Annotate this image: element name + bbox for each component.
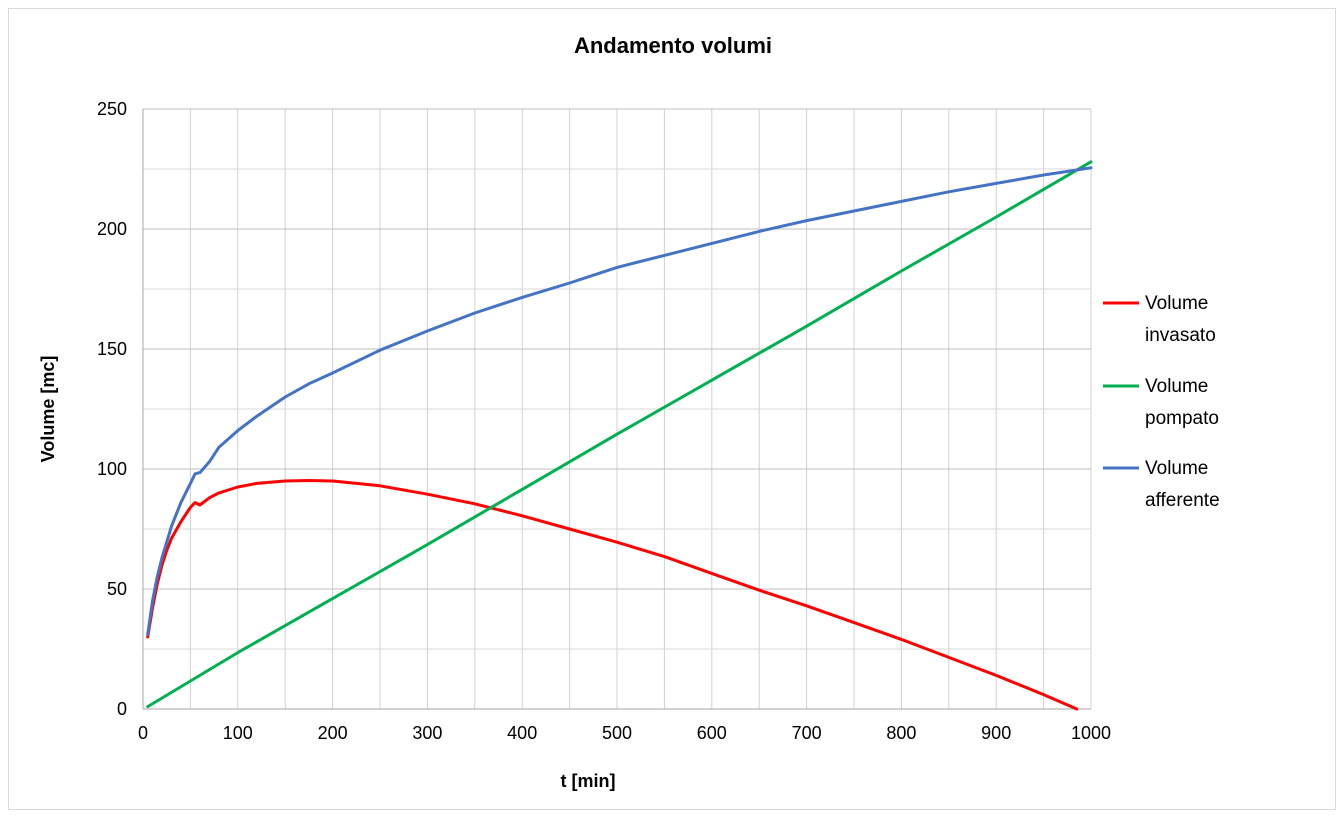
- tick-labels: 0 100 200 300 400 500 600 700 800 900 1000 0 50 100 15…: [97, 99, 1111, 743]
- series-line-volume-afferente: [146, 166, 1093, 637]
- chart-frame: Andamento volumi 0 100 200 300 400 500 600 700 8…: [8, 8, 1336, 810]
- x-axis-label: t [min]: [561, 771, 616, 791]
- y-tick-label: 50: [107, 579, 127, 599]
- legend-label: pompato: [1145, 408, 1219, 429]
- series-line-volume-pompato: [146, 160, 1093, 709]
- legend-label: Volume: [1145, 293, 1208, 314]
- x-tick-label: 0: [138, 723, 148, 743]
- series-line-volume-invasato: [146, 479, 1079, 711]
- x-tick-label: 100: [223, 723, 253, 743]
- line-chart: Andamento volumi 0 100 200 300 400 500 600 700 8…: [38, 33, 1220, 791]
- x-tick-label: 500: [602, 723, 632, 743]
- legend: Volume invasato Volume pompato Volume afferen…: [1103, 293, 1220, 511]
- x-tick-label: 700: [792, 723, 822, 743]
- x-tick-label: 400: [507, 723, 537, 743]
- x-tick-label: 300: [412, 723, 442, 743]
- y-tick-label: 0: [117, 699, 127, 719]
- y-tick-label: 200: [97, 219, 127, 239]
- y-tick-label: 150: [97, 339, 127, 359]
- x-tick-label: 800: [886, 723, 916, 743]
- series-group: [146, 160, 1093, 711]
- y-tick-label: 100: [97, 459, 127, 479]
- legend-label: afferente: [1145, 490, 1220, 511]
- legend-label: Volume: [1145, 376, 1208, 397]
- x-tick-label: 200: [318, 723, 348, 743]
- legend-label: invasato: [1145, 325, 1216, 346]
- x-tick-label: 1000: [1071, 723, 1111, 743]
- x-tick-label: 900: [981, 723, 1011, 743]
- x-tick-label: 600: [697, 723, 727, 743]
- y-tick-label: 250: [97, 99, 127, 119]
- chart-title: Andamento volumi: [574, 33, 772, 58]
- y-axis-label: Volume [mc]: [38, 356, 58, 463]
- grid: [142, 108, 1092, 710]
- legend-label: Volume: [1145, 458, 1208, 479]
